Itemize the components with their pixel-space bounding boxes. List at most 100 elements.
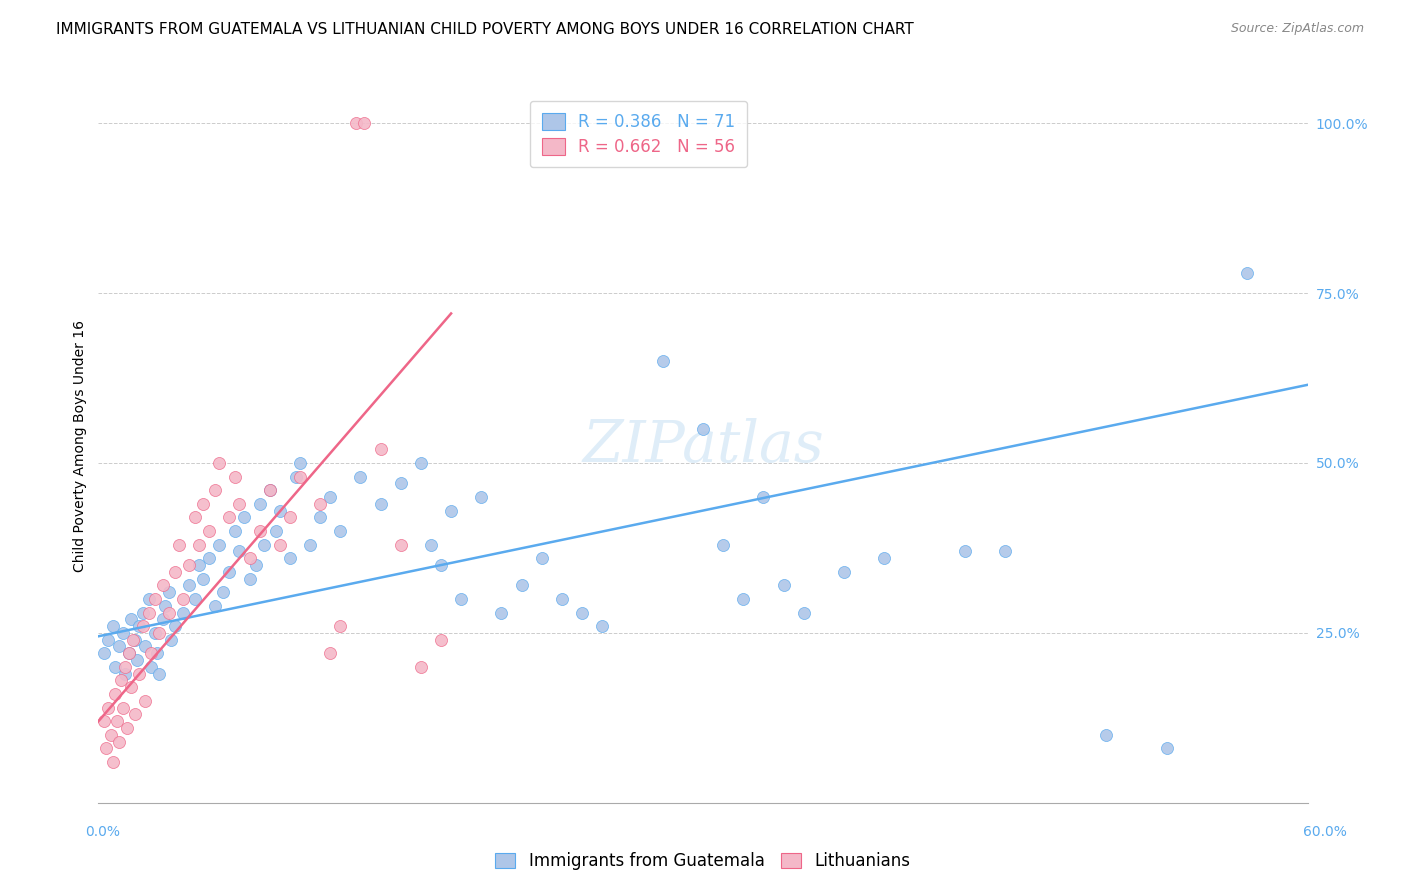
Point (208, 537, 231, 551)
Point (793, 606, 815, 620)
Point (193, 572, 215, 586)
Point (160, 632, 183, 647)
Point (198, 551, 221, 566)
Point (389, 537, 412, 551)
Point (245, 558, 267, 572)
Point (208, 456, 231, 470)
Point (232, 510, 254, 524)
Point (1236, 266, 1258, 280)
Point (93, 714, 115, 729)
Point (198, 524, 221, 538)
Point (228, 497, 250, 511)
Y-axis label: Child Poverty Among Boys Under 16: Child Poverty Among Boys Under 16 (73, 320, 87, 572)
Point (101, 755, 124, 769)
Point (249, 497, 271, 511)
Point (101, 619, 124, 633)
Point (93, 646, 115, 660)
Point (179, 578, 201, 592)
Point (128, 666, 150, 681)
Point (409, 660, 432, 674)
Point (148, 666, 170, 681)
Point (370, 442, 392, 457)
Point (167, 537, 190, 551)
Point (163, 619, 186, 633)
Point (204, 599, 226, 613)
Point (470, 490, 492, 504)
Point (284, 469, 307, 483)
Point (107, 640, 129, 654)
Point (440, 503, 463, 517)
Point (146, 646, 169, 660)
Legend: Immigrants from Guatemala, Lithuanians: Immigrants from Guatemala, Lithuanians (489, 846, 917, 877)
Point (163, 565, 186, 579)
Point (299, 537, 322, 551)
Point (1156, 741, 1178, 756)
Point (97, 700, 120, 714)
Point (120, 612, 142, 626)
Point (530, 551, 553, 566)
Point (124, 707, 146, 722)
Point (132, 619, 155, 633)
Point (125, 653, 148, 667)
Point (510, 578, 533, 592)
Point (204, 483, 226, 498)
Point (134, 640, 156, 654)
Point (309, 497, 332, 511)
Point (134, 694, 156, 708)
Text: 60.0%: 60.0% (1302, 825, 1347, 839)
Point (118, 646, 141, 660)
Point (103, 687, 125, 701)
Point (288, 469, 311, 483)
Text: IMMIGRANTS FROM GUATEMALA VS LITHUANIAN CHILD POVERTY AMONG BOYS UNDER 16 CORREL: IMMIGRANTS FROM GUATEMALA VS LITHUANIAN … (56, 22, 914, 37)
Point (288, 456, 311, 470)
Point (651, 354, 673, 368)
Point (128, 619, 150, 633)
Point (278, 551, 301, 566)
Point (184, 591, 207, 606)
Point (114, 666, 136, 681)
Point (370, 497, 392, 511)
Point (138, 591, 160, 606)
Point (278, 510, 301, 524)
Point (120, 680, 142, 694)
Point (188, 558, 211, 572)
Point (139, 646, 162, 660)
Point (157, 585, 180, 599)
Point (309, 510, 332, 524)
Point (118, 646, 141, 660)
Point (111, 626, 134, 640)
Point (269, 537, 291, 551)
Point (218, 565, 240, 579)
Point (953, 544, 976, 558)
Point (551, 591, 574, 606)
Point (409, 456, 432, 470)
Point (121, 632, 143, 647)
Point (228, 544, 250, 558)
Point (692, 422, 714, 436)
Point (218, 510, 240, 524)
Point (96, 741, 118, 756)
Point (329, 619, 352, 633)
Point (772, 578, 794, 592)
Point (152, 612, 174, 626)
Point (253, 537, 276, 551)
Point (733, 591, 755, 606)
Point (264, 524, 287, 538)
Point (103, 660, 125, 674)
Point (420, 537, 443, 551)
Text: 0.0%: 0.0% (86, 825, 120, 839)
Point (114, 660, 136, 674)
Point (491, 606, 513, 620)
Point (349, 469, 371, 483)
Point (239, 551, 262, 566)
Point (832, 565, 855, 579)
Point (124, 632, 146, 647)
Point (873, 551, 896, 566)
Point (711, 537, 734, 551)
Point (571, 606, 593, 620)
Point (97, 632, 120, 647)
Point (188, 537, 211, 551)
Point (591, 619, 613, 633)
Point (353, 116, 375, 130)
Point (319, 490, 342, 504)
